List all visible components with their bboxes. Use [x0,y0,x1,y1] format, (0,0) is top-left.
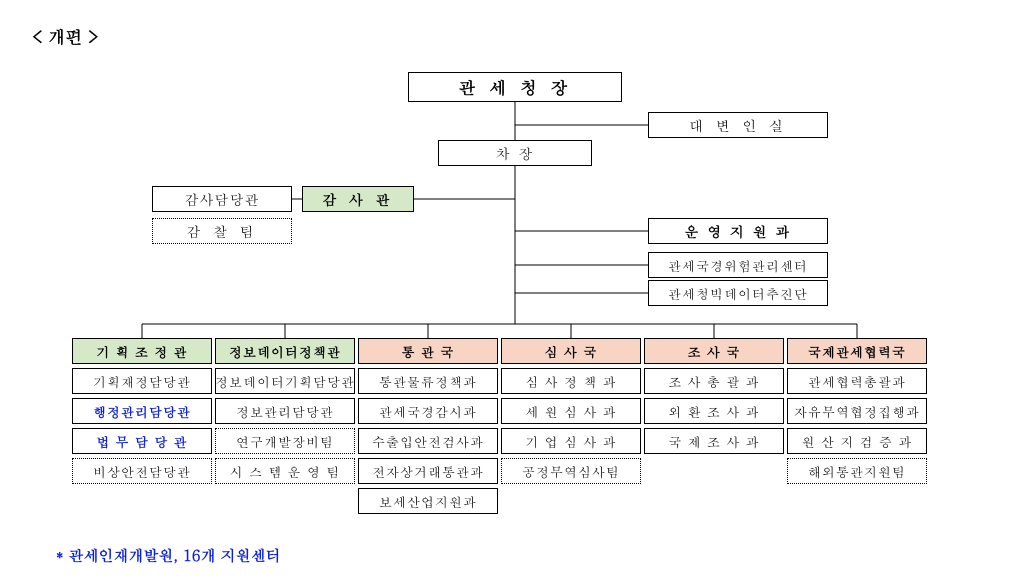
col-2-row-3: 전자상거래통관과 [358,458,498,484]
box-bigdata: 관세청빅데이터추진단 [648,280,828,306]
col-2-row-2: 수출입안전검사과 [358,428,498,454]
col-3-row-1: 세 원 심 사 과 [501,398,641,424]
footnote: * 관세인재개발원, 16개 지원센터 [56,545,281,566]
col-5-row-0: 관세협력총괄과 [787,368,927,394]
col-5-row-3: 해외통관지원팀 [787,458,927,484]
box-audit-officer: 감사담당관 [152,186,292,212]
col-head-4: 조 사 국 [644,338,784,364]
col-0-row-0: 기획재정담당관 [72,368,212,394]
col-3-row-3: 공정무역심사팀 [501,458,641,484]
box-inspect-team: 감 찰 팀 [152,218,292,244]
col-4-row-0: 조 사 총 괄 과 [644,368,784,394]
col-5-row-2: 원 산 지 검 증 과 [787,428,927,454]
col-head-2: 통 관 국 [358,338,498,364]
col-4-row-1: 외 환 조 사 과 [644,398,784,424]
col-1-row-2: 연구개발장비팀 [215,428,355,454]
col-3-row-2: 기 업 심 사 과 [501,428,641,454]
col-2-row-4: 보세산업지원과 [358,488,498,514]
box-operation: 운 영 지 원 과 [648,218,828,244]
col-3-row-0: 심 사 정 책 과 [501,368,641,394]
col-head-5: 국제관세협력국 [787,338,927,364]
col-2-row-0: 통관물류정책과 [358,368,498,394]
col-0-row-1: 행정관리담당관 [72,398,212,424]
col-0-row-2: 법 무 담 당 관 [72,428,212,454]
col-head-0: 기 획 조 정 관 [72,338,212,364]
col-2-row-1: 관세국경감시과 [358,398,498,424]
box-spokesperson: 대 변 인 실 [648,112,828,138]
col-5-row-1: 자유무역협정집행과 [787,398,927,424]
col-1-row-1: 정보관리담당관 [215,398,355,424]
col-1-row-0: 정보데이터기획담당관 [215,368,355,394]
col-0-row-3: 비상안전담당관 [72,458,212,484]
col-head-3: 심 사 국 [501,338,641,364]
box-risk-center: 관세국경위험관리센터 [648,252,828,278]
box-deputy: 차 장 [438,140,592,166]
box-commissioner: 관 세 청 장 [408,72,622,102]
col-4-row-2: 국 제 조 사 과 [644,428,784,454]
box-auditor: 감 사 관 [302,186,414,212]
col-1-row-3: 시 스 템 운 영 팀 [215,458,355,484]
col-head-1: 정보데이터정책관 [215,338,355,364]
